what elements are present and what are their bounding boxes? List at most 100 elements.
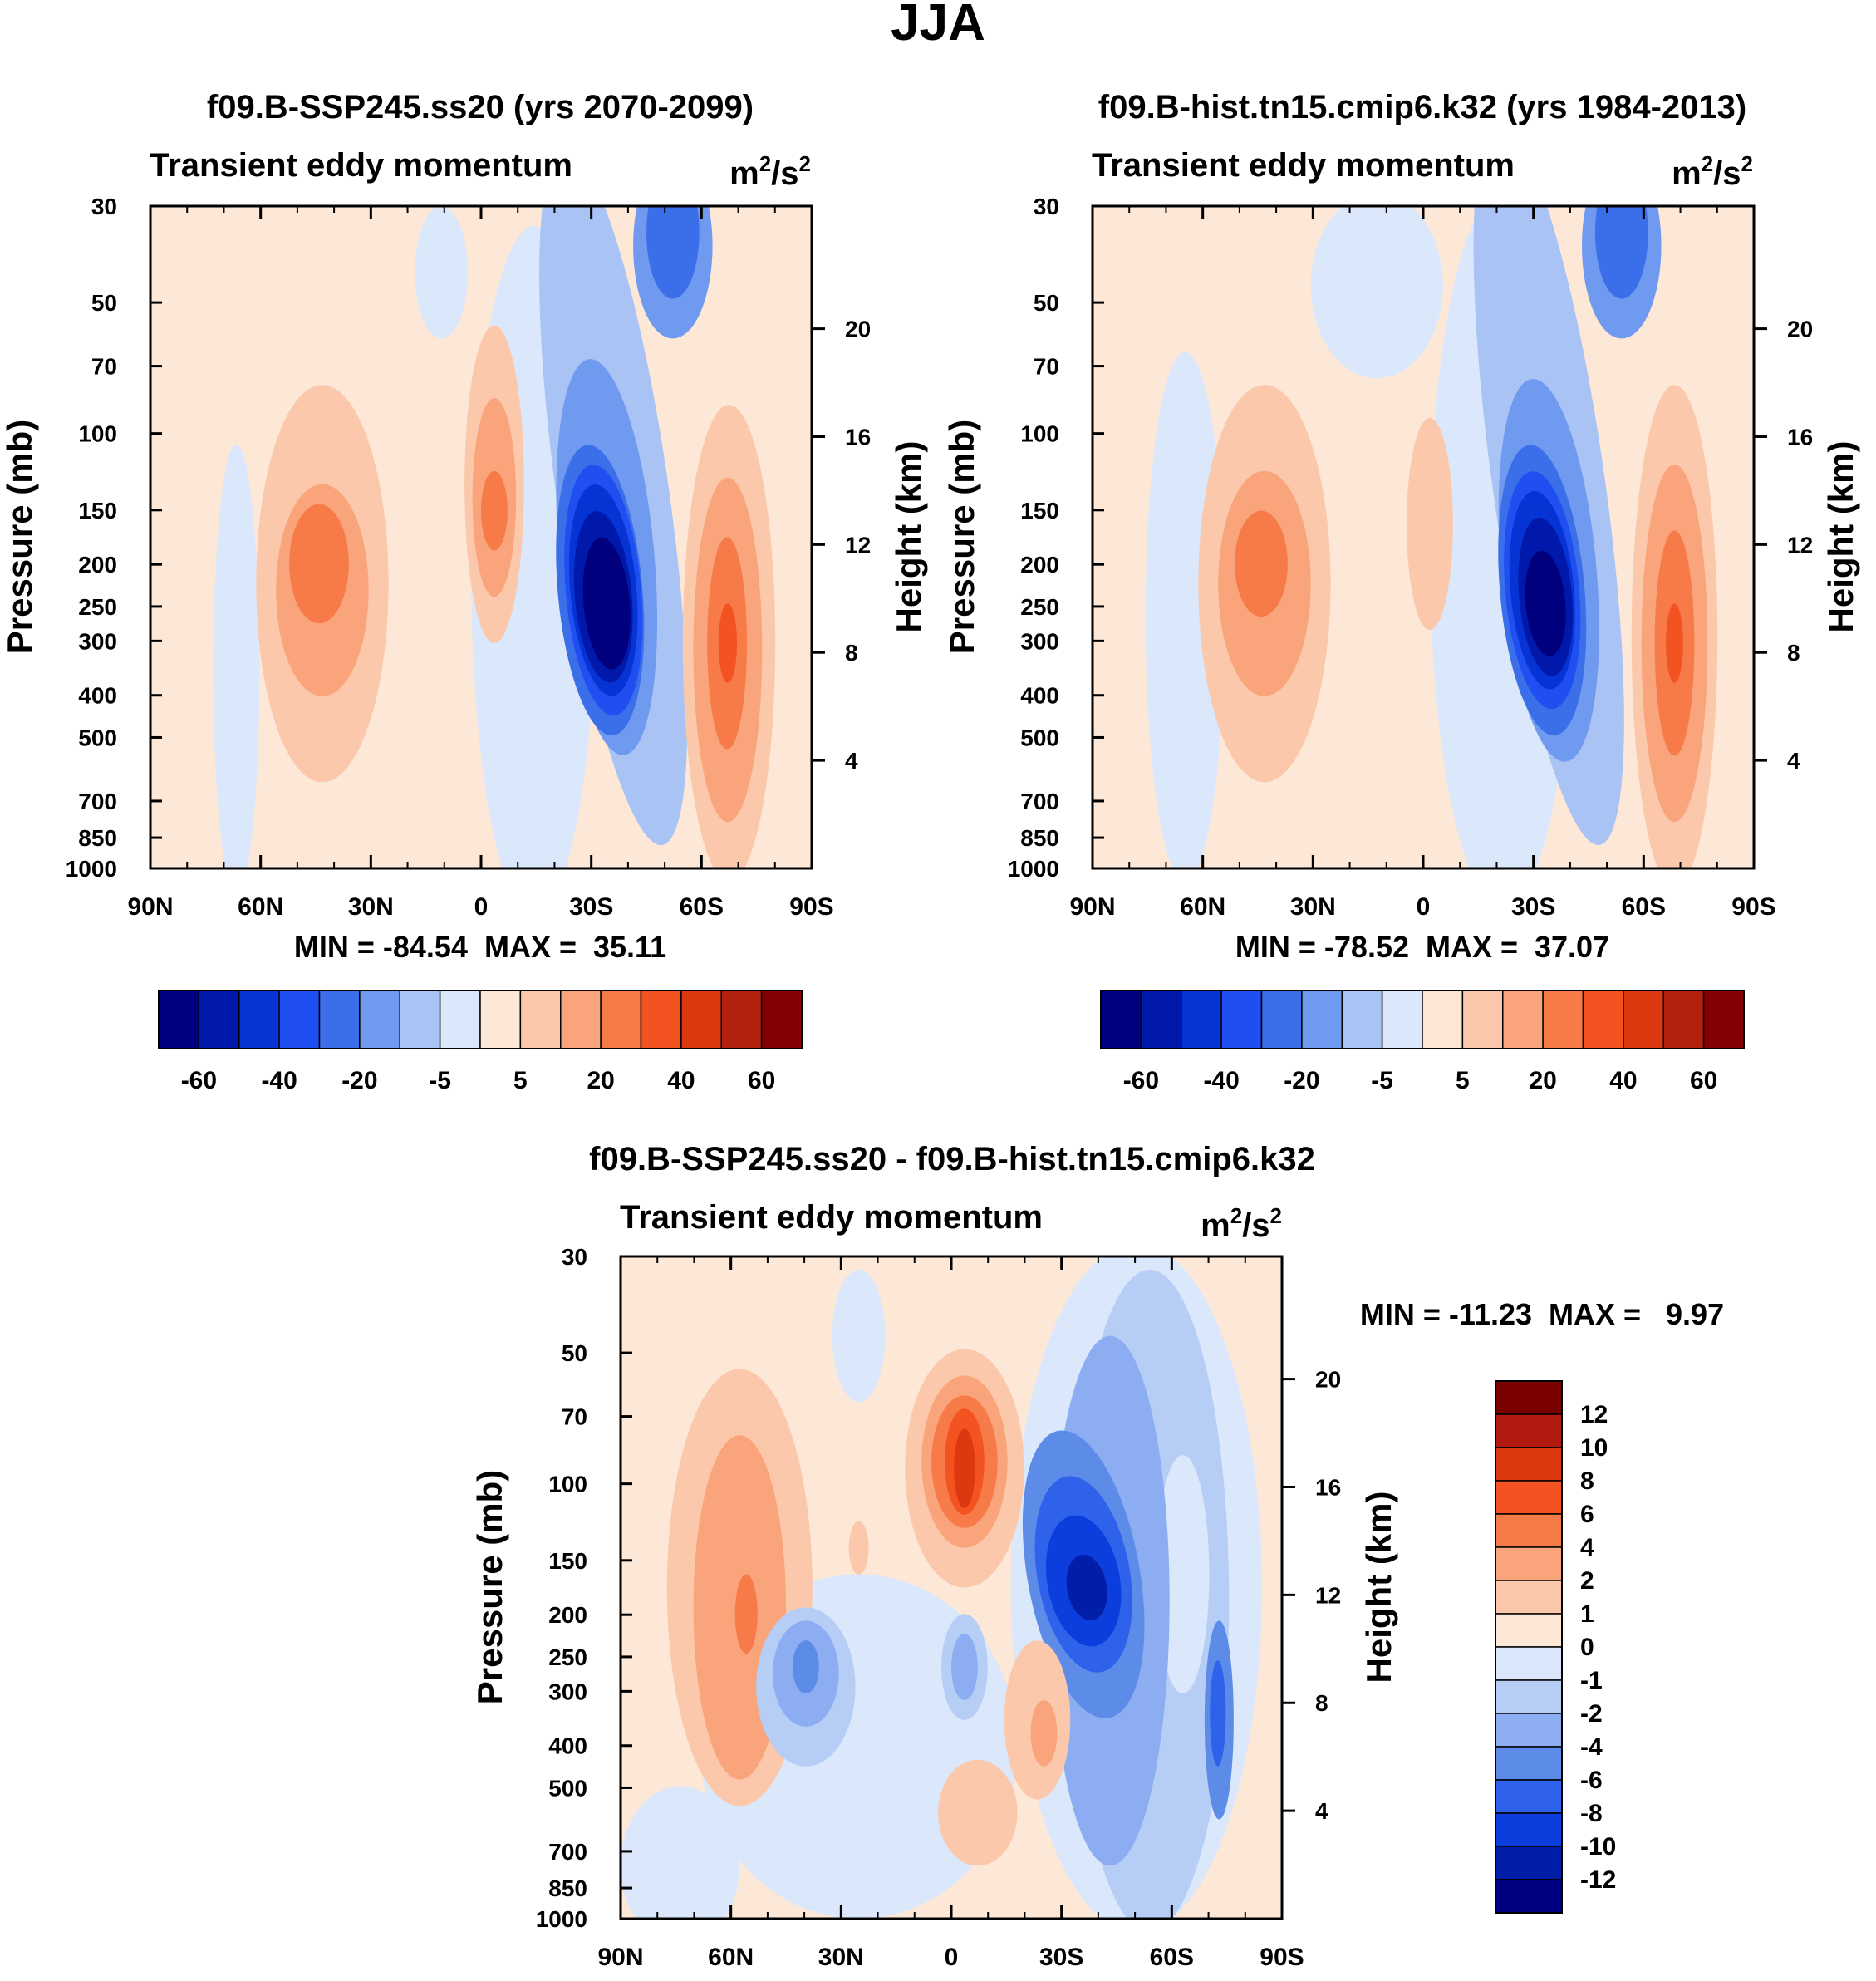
contour-region xyxy=(718,603,738,683)
y-tick-label: 850 xyxy=(78,825,117,851)
y-tick-label: 850 xyxy=(1020,825,1059,851)
x-tick-label: 60N xyxy=(1180,893,1225,921)
y-tick-label: 500 xyxy=(1020,725,1059,750)
y-tick-label: 30 xyxy=(91,194,117,219)
y2-tick-label: 12 xyxy=(845,532,871,558)
y-tick-label: 400 xyxy=(1020,683,1059,709)
contour-region xyxy=(415,206,469,339)
y2-tick-label: 20 xyxy=(1787,317,1813,342)
figure-title: JJA xyxy=(891,0,985,52)
colorbar: -60 -40 -20 -5 5 20 40 60 xyxy=(1100,990,1745,1094)
y-tick-label: 500 xyxy=(78,725,117,750)
y2-tick-label: 16 xyxy=(1315,1474,1341,1500)
contour-region xyxy=(951,1634,978,1700)
colorbar-label: 40 xyxy=(1609,1067,1637,1094)
y-tick-label: 200 xyxy=(78,552,117,578)
contour-region xyxy=(1066,1555,1107,1620)
axes: 90N 60N 30N 0 30S 60S 90S 30 50 70 100 150 200 250 300… xyxy=(1008,194,1813,921)
colorbar-label: 60 xyxy=(1690,1067,1717,1094)
colorbar-swatch xyxy=(1100,990,1142,1049)
x-tick-label: 30S xyxy=(1039,1944,1083,1971)
axes: 90N 60N 30N 0 30S 60S 90S 30 50 70 100 150 200 250 300… xyxy=(66,194,871,921)
y2-tick-label: 20 xyxy=(845,317,871,342)
colorbar-swatch xyxy=(359,990,400,1049)
y2-tick-label: 16 xyxy=(845,424,871,450)
contour-region xyxy=(1235,510,1288,617)
colorbar-swatch xyxy=(1381,990,1423,1049)
colorbar-swatch xyxy=(1495,1480,1563,1515)
y2-tick-label: 8 xyxy=(1787,640,1800,666)
colorbar-swatch xyxy=(1495,1779,1563,1814)
colorbar-swatch xyxy=(1495,1380,1563,1415)
y-tick-label: 150 xyxy=(548,1548,587,1574)
colorbar-swatch xyxy=(1495,1846,1563,1880)
colorbar-swatch xyxy=(760,990,803,1049)
colorbar-swatch xyxy=(278,990,321,1049)
colorbar-swatch xyxy=(1495,1879,1563,1914)
units-label: m2/s2 xyxy=(729,151,811,192)
y-tick-label: 500 xyxy=(548,1775,587,1801)
colorbar-label: -40 xyxy=(1203,1067,1239,1094)
contour-field xyxy=(621,1256,1263,1919)
x-tick-label: 30S xyxy=(569,893,613,921)
units-label: m2/s2 xyxy=(1672,151,1753,192)
x-tick-label: 90N xyxy=(1069,893,1115,921)
y-tick-label: 700 xyxy=(548,1839,587,1865)
y2-tick-label: 4 xyxy=(1315,1798,1328,1824)
colorbar-swatch xyxy=(1181,990,1222,1049)
contour-region xyxy=(832,1269,886,1403)
colorbar-label: -5 xyxy=(1371,1067,1393,1094)
y-axis-label: Pressure (mb) xyxy=(942,420,981,654)
min-max-stats: MIN = -78.52 MAX = 37.07 xyxy=(1235,930,1609,964)
panel-title: f09.B-hist.tn15.cmip6.k32 (yrs 1984-2013… xyxy=(1098,89,1746,125)
y-tick-label: 200 xyxy=(548,1602,587,1628)
y-tick-label: 700 xyxy=(78,789,117,814)
colorbar-swatch xyxy=(1461,990,1504,1049)
panel-subtitle: Transient eddy momentum xyxy=(620,1199,1043,1236)
x-tick-label: 90S xyxy=(1731,893,1775,921)
contour-region xyxy=(1156,1455,1210,1694)
colorbar-swatch xyxy=(680,990,722,1049)
colorbar-label: 5 xyxy=(1456,1067,1470,1094)
colorbar-swatch xyxy=(1495,1546,1563,1581)
y-tick-label: 300 xyxy=(78,628,117,654)
colorbar-swatch xyxy=(560,990,602,1049)
y2-axis-label: Height (km) xyxy=(889,441,928,633)
y-tick-label: 250 xyxy=(78,594,117,620)
colorbar-label: 2 xyxy=(1580,1567,1594,1595)
x-tick-label: 30N xyxy=(1290,893,1336,921)
colorbar-label: -8 xyxy=(1580,1800,1603,1827)
colorbar-swatch xyxy=(1495,1580,1563,1615)
colorbar-label: 0 xyxy=(1580,1634,1594,1661)
panel-title: f09.B-SSP245.ss20 (yrs 2070-2099) xyxy=(207,89,754,125)
colorbar-label: -20 xyxy=(341,1067,377,1094)
x-tick-label: 60N xyxy=(708,1944,754,1971)
x-tick-label: 90S xyxy=(1260,1944,1304,1971)
y2-tick-label: 8 xyxy=(1315,1690,1328,1716)
y-tick-label: 400 xyxy=(548,1733,587,1759)
y-tick-label: 50 xyxy=(562,1340,587,1366)
colorbar-swatch xyxy=(519,990,562,1049)
colorbar-label: 5 xyxy=(513,1067,528,1094)
colorbar-swatch xyxy=(1542,990,1584,1049)
contour-region xyxy=(646,206,700,299)
colorbar-swatch xyxy=(1422,990,1464,1049)
contour-region xyxy=(938,1759,1018,1866)
contour-region xyxy=(1145,351,1225,868)
y2-tick-label: 4 xyxy=(1787,748,1800,774)
y2-tick-label: 4 xyxy=(845,748,858,774)
colorbar-swatch xyxy=(640,990,682,1049)
min-max-stats: MIN = -84.54 MAX = 35.11 xyxy=(294,930,666,964)
colorbar-label: -60 xyxy=(181,1067,217,1094)
y2-tick-label: 12 xyxy=(1315,1582,1341,1608)
y-tick-label: 850 xyxy=(548,1875,587,1901)
y2-tick-label: 16 xyxy=(1787,424,1813,450)
colorbar-frame xyxy=(1100,990,1745,1049)
colorbar-label: 20 xyxy=(587,1067,614,1094)
colorbar-swatch xyxy=(1495,1746,1563,1781)
colorbar-swatch xyxy=(600,990,642,1049)
x-tick-label: 30N xyxy=(818,1944,864,1971)
panel-subtitle: Transient eddy momentum xyxy=(150,147,572,184)
